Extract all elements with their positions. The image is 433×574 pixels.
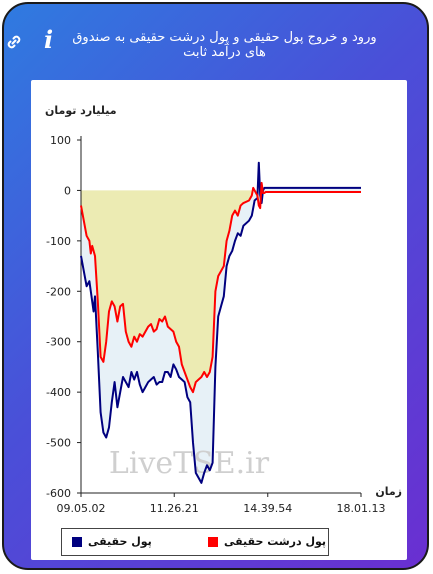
y-tick-label: 100: [50, 134, 71, 147]
x-tick-label: 09.05.02: [57, 502, 106, 515]
legend-label-big-real-money: پول درشت حقیقی: [224, 535, 327, 548]
y-tick-label: -200: [46, 285, 71, 298]
y-tick-label: -300: [46, 336, 71, 349]
x-tick-label: 14.39.54: [243, 502, 292, 515]
line-chart: 100 0 -100 -200 -300 -400 -500 -600 09.05.02 11.2…: [45, 104, 402, 515]
y-tick-label: 0: [64, 184, 71, 197]
chart-title: ورود و خروج پول حقیقی و پول درشت حقیقی ب…: [72, 30, 377, 60]
chart-card: i ورود و خروج پول حقیقی و پول درشت حقیقی…: [2, 2, 429, 570]
series-line-real-money: [80, 161, 361, 484]
watermark-text: LiveTSE.ir: [109, 446, 270, 481]
legend-swatch-big-real-money: [208, 537, 218, 547]
x-axis-title: زمان: [375, 485, 402, 498]
info-icon[interactable]: i: [44, 25, 54, 54]
chart-panel: 100 0 -100 -200 -300 -400 -500 -600 09.05.02 11.2…: [31, 80, 407, 560]
zero-to-series-fill: [81, 190, 361, 393]
x-tick-label: 18.01.13: [337, 502, 386, 515]
y-tick-label: -400: [46, 386, 71, 399]
legend-label-real-money: پول حقیقی: [88, 535, 152, 548]
series-line-big-real-money: [80, 181, 361, 394]
link-icon[interactable]: [4, 32, 24, 52]
y-tick-label: -500: [46, 437, 71, 450]
legend-swatch-real-money: [72, 537, 82, 547]
card-header: i ورود و خروج پول حقیقی و پول درشت حقیقی…: [4, 4, 427, 79]
y-tick-label: -100: [46, 235, 71, 248]
chart-legend: پول حقیقی پول درشت حقیقی: [61, 528, 329, 556]
y-axis-title: میلیارد تومان: [45, 104, 117, 117]
y-tick-label: -600: [46, 487, 71, 500]
x-tick-label: 11.26.21: [150, 502, 199, 515]
